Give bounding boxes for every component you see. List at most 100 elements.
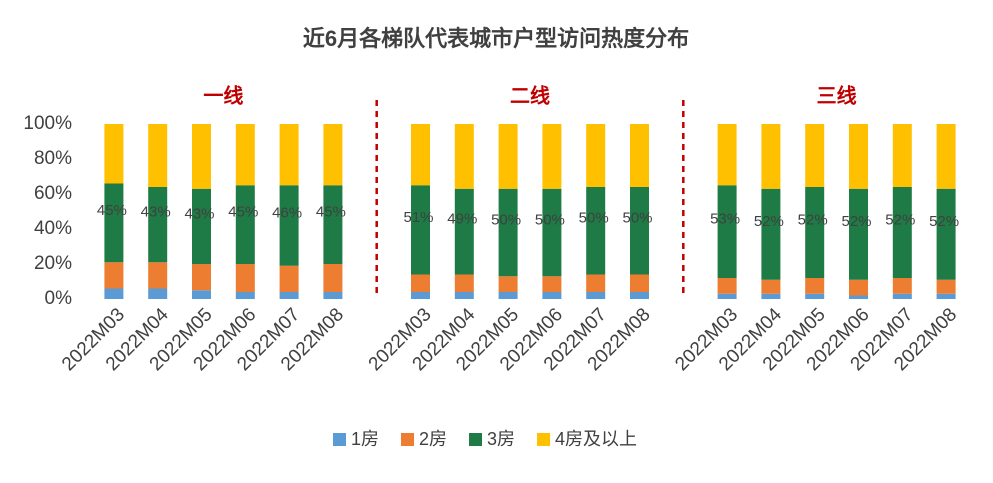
y-tick-label: 60% [34, 183, 72, 204]
bar-segment [279, 185, 299, 266]
bar-segment [235, 264, 255, 292]
bar-segment [761, 279, 781, 294]
bar-segment [323, 185, 343, 264]
bar-segment [892, 187, 912, 278]
bar-segment [630, 292, 649, 299]
bar-segment [192, 124, 211, 189]
legend-swatch [537, 433, 551, 446]
bar-segment [892, 124, 912, 187]
data-label: 50% [535, 211, 565, 228]
bar-segment [235, 292, 255, 299]
data-label: 53% [710, 211, 740, 228]
bar-segment [936, 124, 956, 189]
group-label: 一线 [203, 83, 243, 107]
bar-segment [192, 188, 211, 264]
data-label: 45% [228, 204, 258, 221]
group-label: 二线 [510, 83, 550, 107]
bar-segment [717, 278, 737, 294]
bar-segment [717, 185, 737, 278]
bar-segment [411, 185, 430, 275]
bar-segment [411, 292, 430, 299]
bar-segment [104, 124, 124, 184]
bar-segment [630, 124, 649, 187]
data-label: 43% [141, 204, 171, 221]
bar-segment [498, 188, 518, 277]
bar-segment [104, 262, 124, 289]
bar-segment [849, 295, 868, 299]
legend-swatch [469, 433, 483, 446]
bar-segment [586, 292, 606, 299]
bar-segment [498, 292, 518, 299]
data-label: 45% [316, 204, 346, 221]
bar-segment [805, 187, 825, 278]
data-label: 49% [447, 211, 477, 228]
bar-segment [454, 188, 474, 275]
bar-segment [542, 276, 562, 292]
bar-segment [936, 188, 956, 280]
bar-segment [717, 293, 737, 299]
bar-segment [849, 124, 868, 189]
bar-segment [805, 124, 825, 187]
legend-swatch [401, 433, 415, 446]
bar-segment [805, 293, 825, 299]
y-tick-label: 100% [23, 113, 72, 134]
data-label: 52% [798, 211, 828, 228]
bar-segment [586, 124, 606, 187]
bar-segment [323, 264, 343, 292]
data-label: 46% [272, 204, 302, 221]
y-tick-label: 80% [34, 148, 72, 169]
bar-segment [586, 274, 606, 292]
group-label: 三线 [817, 83, 857, 107]
data-label: 50% [622, 210, 652, 227]
bar-segment [148, 262, 168, 289]
data-label: 51% [403, 209, 433, 226]
bar-segment [235, 124, 255, 186]
bar-segment [235, 185, 255, 264]
bar-segment [192, 290, 211, 299]
legend-label: 3房 [487, 429, 515, 449]
chart-title: 近6月各梯队代表城市户型访问热度分布 [303, 26, 689, 51]
data-label: 52% [885, 211, 915, 228]
bar-segment [104, 183, 124, 263]
bar-segment [761, 293, 781, 299]
bar-segment [717, 124, 737, 186]
legend-swatch [333, 433, 346, 446]
data-label: 43% [184, 205, 214, 222]
data-label: 52% [841, 213, 871, 230]
bar-segment [148, 187, 168, 263]
bar-segment [586, 187, 606, 275]
data-label: 50% [491, 211, 521, 228]
bar-segment [323, 124, 343, 186]
bar-segment [542, 188, 562, 277]
bar-segment [104, 288, 124, 299]
bar-segment [630, 187, 649, 275]
data-label: 45% [97, 202, 127, 219]
bar-segment [454, 292, 474, 299]
legend-label: 4房及以上 [555, 429, 637, 449]
bar-segment [761, 188, 781, 280]
bar-segment [454, 274, 474, 292]
bar-segment [892, 278, 912, 294]
bar-segment [936, 279, 956, 294]
bar-segment [498, 124, 518, 189]
bar-segment [148, 288, 168, 299]
y-tick-label: 20% [34, 253, 72, 274]
bar-segment [761, 124, 781, 189]
data-label: 50% [579, 210, 609, 227]
bar-segment [849, 188, 868, 280]
bar-segment [498, 276, 518, 292]
bar-segment [849, 279, 868, 296]
data-label: 52% [929, 213, 959, 230]
legend-label: 2房 [419, 429, 447, 449]
y-tick-label: 40% [34, 218, 72, 239]
bar-segment [279, 124, 299, 186]
bar-segment [630, 274, 649, 292]
bar-segment [454, 124, 474, 189]
bar-segment [411, 124, 430, 186]
bar-segment [411, 274, 430, 292]
bar-segment [148, 124, 168, 187]
bar-segment [323, 292, 343, 299]
bar-segment [936, 293, 956, 299]
bar-segment [805, 278, 825, 294]
